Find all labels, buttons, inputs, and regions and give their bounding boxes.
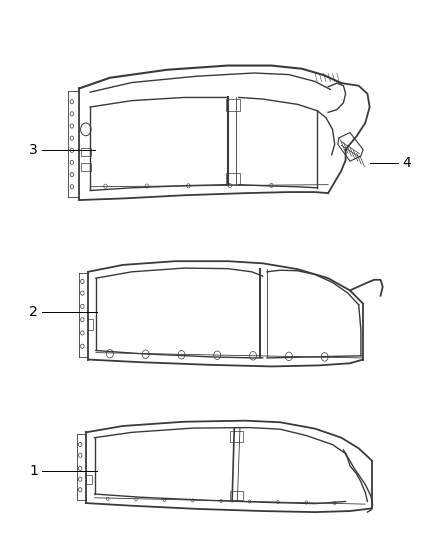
- Bar: [226, 173, 240, 184]
- Bar: [81, 163, 91, 171]
- Text: 4: 4: [403, 156, 411, 170]
- Bar: [81, 148, 91, 156]
- Text: 2: 2: [29, 305, 38, 319]
- Bar: [226, 99, 240, 111]
- Bar: [230, 491, 243, 500]
- Bar: [86, 475, 92, 484]
- Text: 3: 3: [29, 142, 38, 157]
- Bar: [230, 431, 243, 442]
- Bar: [88, 319, 93, 330]
- Text: 1: 1: [29, 464, 38, 478]
